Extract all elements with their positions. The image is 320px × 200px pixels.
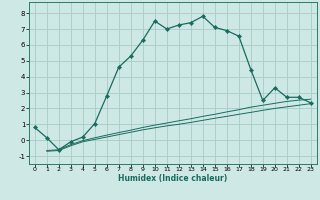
X-axis label: Humidex (Indice chaleur): Humidex (Indice chaleur)	[118, 174, 228, 183]
